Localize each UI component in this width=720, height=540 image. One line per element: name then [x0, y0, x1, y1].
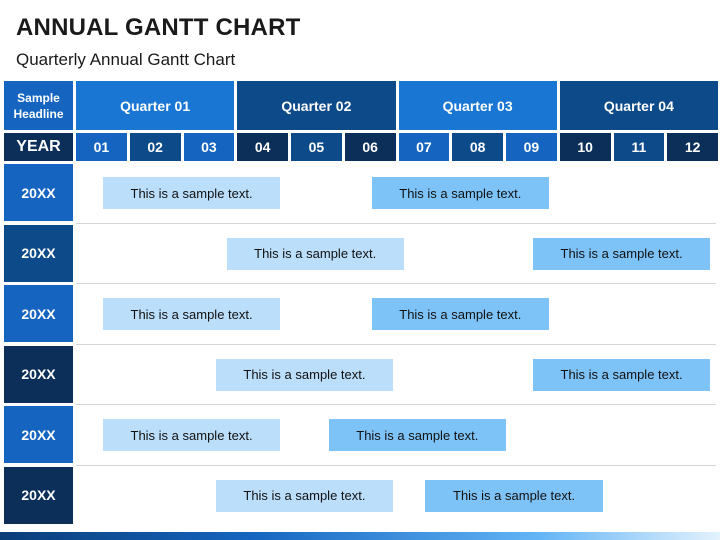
- gantt-task-bar: This is a sample text.: [102, 419, 281, 451]
- gantt-task-bar: This is a sample text.: [215, 358, 394, 391]
- row-year-label: 20XX: [4, 466, 73, 524]
- row-year-label: 20XX: [4, 406, 73, 463]
- row-divider: [76, 464, 716, 466]
- headline-cell: Sample Headline: [4, 81, 73, 130]
- row-year-label: 20XX: [4, 345, 73, 403]
- gantt-task-bar: This is a sample text.: [371, 177, 549, 209]
- gantt-task-bar: This is a sample text.: [425, 479, 603, 512]
- month-header: 02: [129, 133, 181, 161]
- row-year-label: 20XX: [4, 285, 73, 342]
- month-header: 11: [613, 133, 665, 161]
- month-header: 12: [667, 133, 718, 161]
- year-label-cell: YEAR: [4, 133, 73, 161]
- month-header: 01: [76, 133, 127, 161]
- quarter-header: Quarter 01: [76, 81, 235, 130]
- row-divider: [76, 222, 716, 224]
- page-title: ANNUAL GANTT CHART: [16, 14, 301, 41]
- page-subtitle: Quarterly Annual Gantt Chart: [16, 50, 236, 69]
- gantt-task-bar: This is a sample text.: [371, 298, 549, 330]
- row-divider: [76, 343, 716, 345]
- gantt-task-bar: This is a sample text.: [226, 237, 404, 270]
- gantt-task-bar: This is a sample text.: [328, 419, 506, 451]
- month-header: 06: [344, 133, 396, 161]
- gantt-task-bar: This is a sample text.: [532, 237, 711, 270]
- gantt-task-bar: This is a sample text.: [102, 177, 281, 209]
- gantt-task-bar: This is a sample text.: [532, 358, 711, 391]
- month-header: 04: [237, 133, 288, 161]
- footer-gradient-bar: [0, 532, 720, 540]
- row-divider: [76, 404, 716, 405]
- month-header: 05: [291, 133, 342, 161]
- month-header: 09: [506, 133, 557, 161]
- month-header: 07: [398, 133, 450, 161]
- row-divider: [76, 283, 716, 284]
- quarter-header: Quarter 03: [398, 81, 557, 130]
- gantt-task-bar: This is a sample text.: [102, 298, 281, 330]
- quarter-header: Quarter 02: [237, 81, 396, 130]
- month-header: 08: [452, 133, 503, 161]
- gantt-task-bar: This is a sample text.: [215, 479, 394, 512]
- quarter-header: Quarter 04: [559, 81, 718, 130]
- month-header: 10: [559, 133, 611, 161]
- row-year-label: 20XX: [4, 164, 73, 221]
- month-header: 03: [183, 133, 235, 161]
- row-year-label: 20XX: [4, 224, 73, 282]
